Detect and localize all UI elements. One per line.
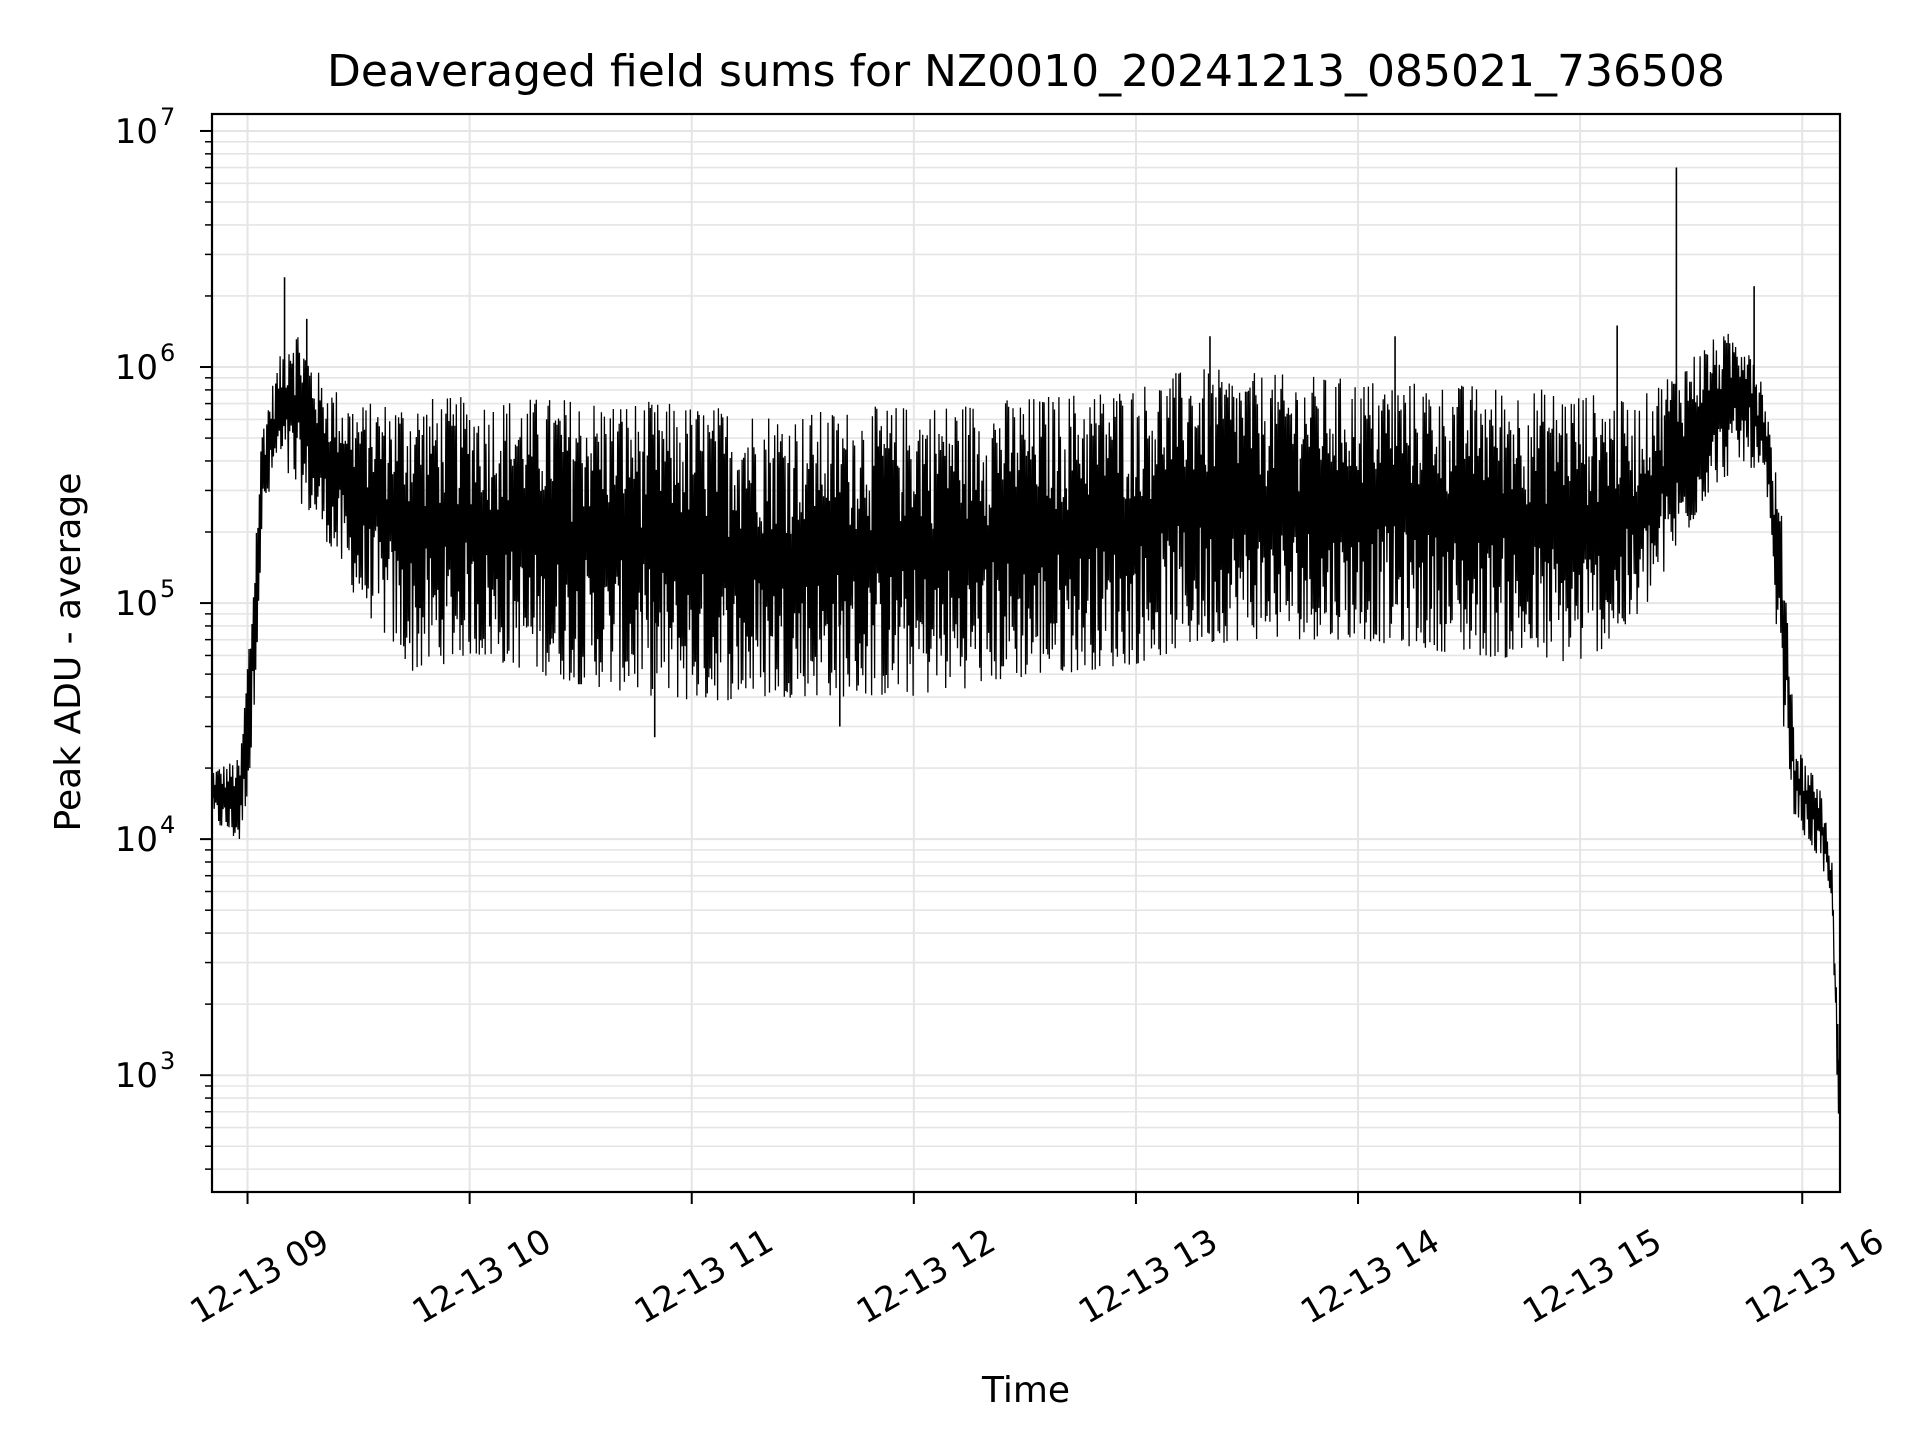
y-tick-exponent: 4: [160, 811, 175, 839]
x-axis-title: Time: [981, 1370, 1070, 1411]
y-axis-title: Peak ADU - average: [48, 473, 89, 832]
y-tick-label: 10: [115, 584, 158, 624]
y-tick-label: 10: [115, 112, 158, 152]
y-tick-exponent: 7: [160, 103, 175, 131]
y-tick-label: 10: [115, 820, 158, 860]
y-tick-exponent: 5: [160, 575, 175, 603]
y-tick-exponent: 3: [160, 1047, 175, 1075]
plot-frame: [210, 112, 1842, 1194]
y-tick-exponent: 6: [160, 339, 175, 367]
data-series-line: [212, 333, 1840, 1114]
chart-title: Deaveraged field sums for NZ0010_2024121…: [327, 46, 1725, 97]
y-tick-label: 10: [115, 1056, 158, 1096]
plot-area: [212, 167, 1840, 1114]
y-tick-label: 10: [115, 348, 158, 388]
